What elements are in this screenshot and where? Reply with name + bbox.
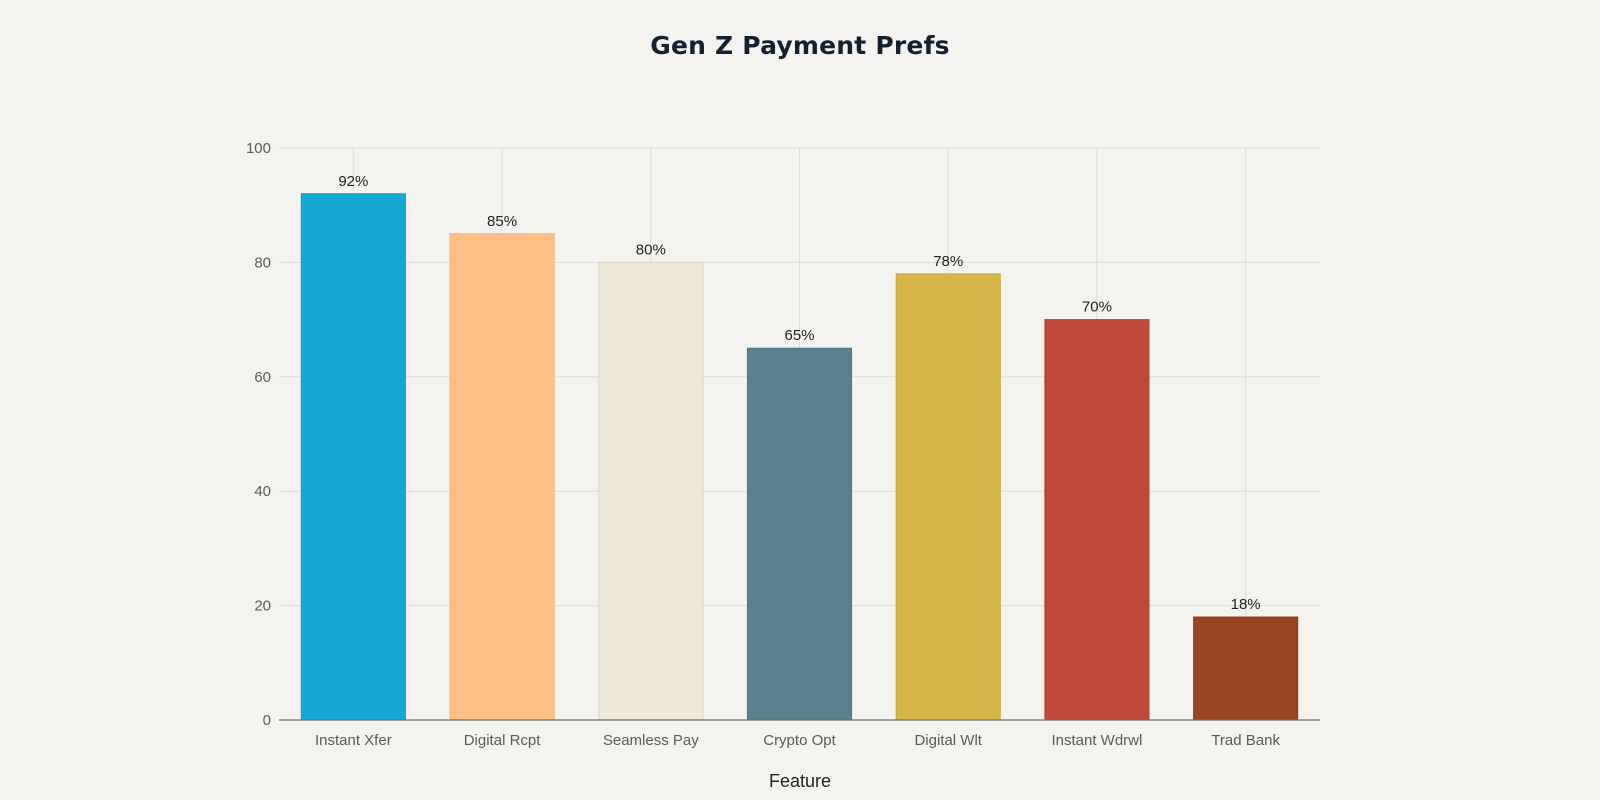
- label-layer: 0 20 40 60 80 100 92% Instant Xfer 85% Digital Rc…: [246, 140, 1280, 749]
- bar: [746, 347, 853, 721]
- x-tick-label: Digital Rcpt: [464, 732, 542, 749]
- y-tick-label: 40: [254, 483, 271, 500]
- bar: [1193, 616, 1299, 721]
- bar-data-label: 70%: [1082, 299, 1112, 316]
- chart-title: Gen Z Payment Prefs: [650, 31, 950, 60]
- x-tick-label: Digital Wlt: [914, 732, 982, 749]
- x-tick-label: Trad Bank: [1211, 732, 1280, 749]
- bar: [895, 273, 1001, 721]
- x-tick-label: Seamless Pay: [603, 732, 699, 749]
- y-tick-label: 100: [246, 140, 271, 157]
- bar-data-label: 80%: [636, 241, 666, 258]
- x-tick-label: Instant Xfer: [315, 732, 392, 749]
- bar: [449, 233, 555, 721]
- y-tick-label: 80: [254, 254, 271, 271]
- bar-data-label: 18%: [1231, 596, 1261, 613]
- bar-data-label: 78%: [933, 253, 963, 270]
- bar-data-label: 65%: [784, 327, 814, 344]
- bar: [300, 193, 406, 721]
- x-axis-title: Feature: [769, 771, 831, 791]
- bar-data-label: 85%: [487, 213, 517, 230]
- bar-layer: [300, 193, 1299, 721]
- bar-data-label: 92%: [338, 173, 368, 190]
- y-tick-label: 20: [254, 598, 271, 615]
- bar: [598, 261, 704, 721]
- y-tick-label: 0: [263, 712, 271, 729]
- bar: [1044, 319, 1150, 721]
- x-tick-label: Instant Wdrwl: [1051, 732, 1142, 749]
- x-tick-label: Crypto Opt: [763, 732, 836, 749]
- y-tick-label: 60: [254, 369, 271, 386]
